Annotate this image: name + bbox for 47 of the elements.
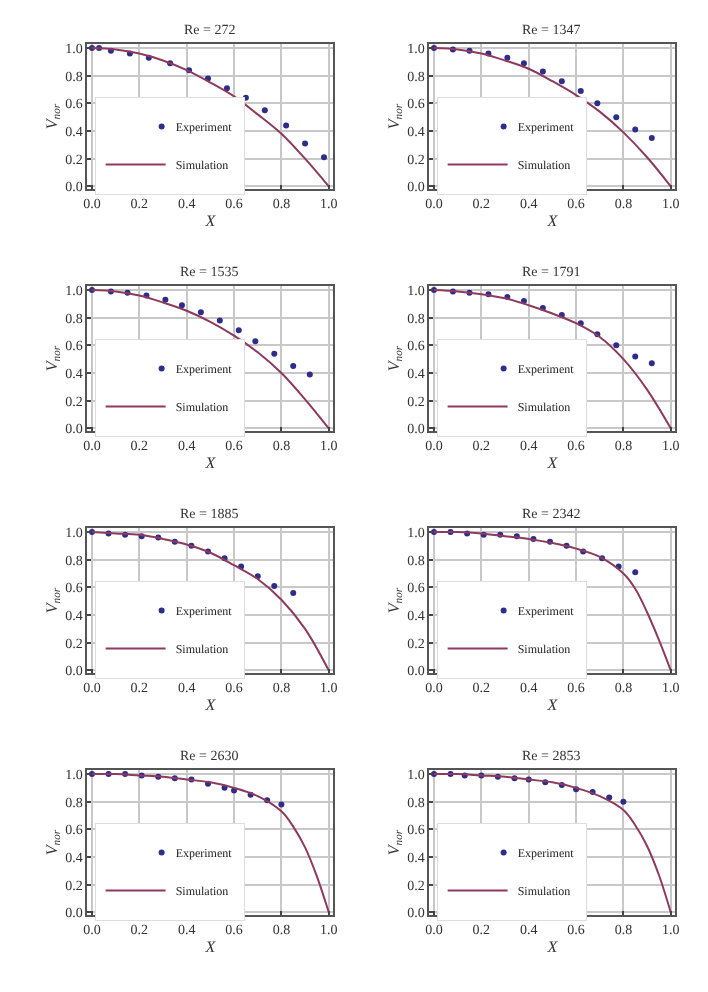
point (252, 338, 259, 345)
point (261, 107, 268, 114)
point (594, 100, 601, 107)
point (577, 87, 584, 94)
point (620, 798, 627, 805)
point (613, 342, 620, 349)
point (520, 60, 527, 67)
x-axis-title: X (203, 937, 218, 956)
x-axis-title: X (545, 453, 560, 472)
point (504, 54, 511, 61)
line-series (90, 531, 330, 672)
line-series (90, 289, 330, 430)
x-axis-title: X (203, 211, 218, 230)
point (278, 801, 285, 808)
line-series (90, 772, 330, 914)
x-axis-title: X (545, 695, 560, 714)
point (539, 68, 546, 75)
point (271, 582, 278, 589)
point (223, 85, 230, 92)
point (178, 302, 185, 309)
point (648, 360, 655, 367)
point (306, 371, 313, 378)
line-series (432, 530, 672, 672)
point (558, 78, 565, 85)
point (632, 353, 639, 360)
point (632, 569, 639, 576)
point (271, 350, 278, 357)
x-axis-title: X (203, 453, 218, 472)
point (283, 122, 290, 129)
point (216, 317, 223, 324)
point (302, 140, 309, 147)
point (648, 134, 655, 141)
point (197, 309, 204, 316)
x-axis-title: X (545, 937, 560, 956)
point (632, 126, 639, 133)
point (321, 154, 327, 161)
line-series (432, 289, 672, 430)
line-series (432, 47, 672, 188)
line-series (90, 47, 330, 188)
point (290, 363, 297, 370)
x-axis-title: X (545, 211, 560, 230)
point (613, 114, 620, 121)
point (235, 327, 242, 334)
line-series (432, 772, 672, 914)
point (290, 589, 297, 596)
x-axis-title: X (203, 695, 218, 714)
point (162, 296, 169, 303)
